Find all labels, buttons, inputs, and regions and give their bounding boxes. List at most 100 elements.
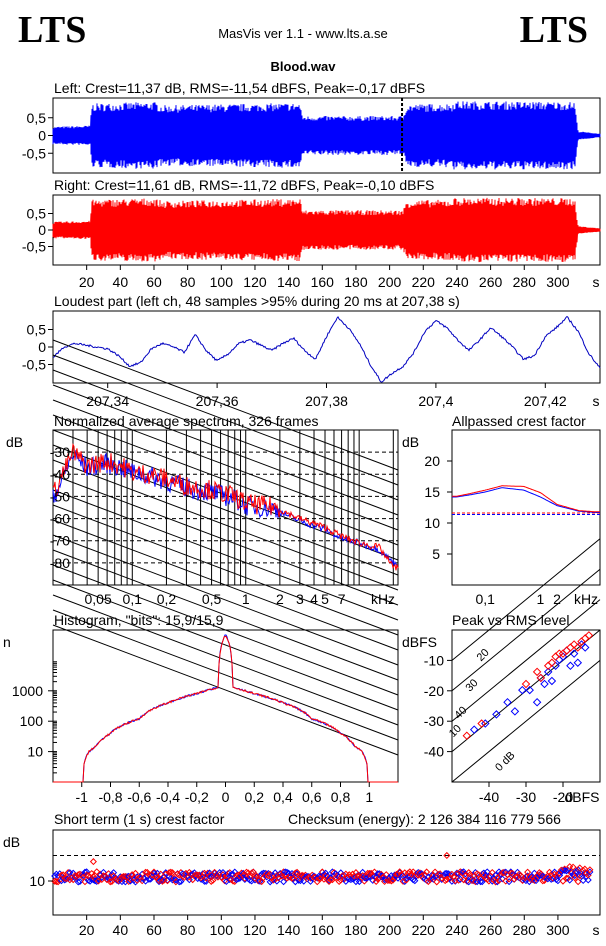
spectrum-ylabel: dB: [6, 434, 23, 450]
short-term-point: [566, 876, 574, 884]
short-term-point: [209, 876, 217, 884]
short-term-point: [133, 876, 141, 884]
peak-rms-right-point: [547, 658, 557, 667]
spectrum-xtick-label: 0,1: [123, 591, 143, 607]
time-axis-label: 300: [546, 274, 570, 290]
peak-rms-left-point: [547, 676, 557, 686]
short-term-point: [170, 876, 178, 884]
peak-rms-ylabel: dBFS: [402, 634, 437, 650]
loudest-xtick-label: 207,34: [86, 393, 129, 409]
peak-rms-left-point: [580, 643, 590, 652]
allpass-xtick-label: 0,1: [475, 591, 495, 607]
time-axis-label: 220: [412, 274, 436, 290]
spectrum-curve: [52, 443, 399, 571]
spectrum-xtick-label: 3: [296, 591, 304, 607]
allpass-xtick-label: 2: [553, 591, 561, 607]
short-term-point: [229, 877, 237, 885]
short-term-point: [229, 870, 237, 878]
peak-rms-crest-line: [451, 538, 601, 661]
time-axis-label: 160: [311, 274, 335, 290]
peak-rms-xunit: dBFS: [564, 789, 599, 805]
right-channel-waveform: [52, 197, 601, 263]
histogram-ytick-label: 10: [27, 744, 43, 760]
time-axis-label: 140: [277, 274, 301, 290]
short-term-point: [177, 877, 185, 886]
histogram-xtick-label: 0,6: [302, 789, 322, 805]
spectrum-xtick-label: 5: [321, 591, 329, 607]
loudest-ytick-label: 0,5: [27, 322, 47, 338]
left-channel-ytick-label: -0,5: [22, 145, 46, 161]
peak-rms-crest-line: [451, 599, 601, 722]
peak-rms-frame: [451, 629, 601, 783]
logo-right: LTS: [519, 9, 588, 51]
histogram-ylabel: n: [3, 634, 11, 650]
file-name: Blood.wav: [270, 59, 336, 74]
short-term-point: [402, 876, 410, 884]
spectrum-ytick-label: -50: [50, 488, 70, 504]
short-term-point: [502, 868, 510, 876]
short-term-point: [505, 875, 513, 883]
left-channel-ytick-label: 0,5: [27, 110, 47, 126]
histogram-xtick-label: 1: [365, 789, 373, 805]
spectrum-xtick-label: 2: [276, 591, 284, 607]
peak-rms-left-point: [566, 661, 575, 671]
short-term-point: [534, 871, 542, 879]
histogram-xtick-label: 0,2: [245, 789, 265, 805]
left-channel-waveform: [52, 101, 601, 170]
short-term-point: [483, 868, 491, 876]
time-axis-label: 280: [513, 274, 537, 290]
short-term-point: [372, 877, 380, 886]
short-term-point: [396, 868, 404, 876]
peak-rms-left-point: [518, 685, 527, 695]
short-term-point: [537, 870, 545, 878]
peak-rms-right-point: [532, 667, 542, 677]
spectrum-slope-line: [52, 519, 399, 651]
short-term-point: [168, 869, 177, 877]
short-term-xtick-label: 100: [210, 922, 234, 938]
allpass-curve: [452, 487, 600, 513]
allpass-title: Allpassed crest factor: [452, 413, 586, 429]
peak-rms-left-point: [562, 646, 571, 655]
loudest-xtick-label: 207,4: [418, 393, 453, 409]
short-term-point: [524, 868, 532, 876]
short-term-point: [545, 868, 554, 876]
short-term-xtick-label: 220: [412, 922, 436, 938]
short-term-point: [158, 876, 166, 884]
peak-rms-right-point: [566, 643, 575, 652]
spectrum-slope-line: [52, 354, 399, 486]
short-term-point: [293, 868, 301, 876]
histogram-title: Histogram, "bits": 15,9/15,9: [54, 612, 224, 628]
short-term-point: [93, 877, 101, 885]
short-term-point: [226, 876, 234, 884]
short-term-xtick-label: 280: [513, 922, 537, 938]
loudest-part-line: [52, 315, 601, 383]
spectrum-ytick-label: -30: [50, 444, 70, 460]
loudest-xtick-label: 207,36: [196, 393, 239, 409]
peak-rms-left-point: [525, 685, 534, 695]
peak-rms-right-point: [584, 631, 594, 640]
right-channel-ytick-label: 0: [38, 222, 46, 238]
histogram-xtick-label: -0,8: [98, 789, 122, 805]
histogram-xtick-label: -0,2: [185, 789, 209, 805]
spectrum-slope-line: [52, 414, 399, 546]
time-axis-label: 60: [146, 274, 162, 290]
histogram-curve: [53, 635, 398, 783]
histogram-xtick-label: 0,8: [331, 789, 351, 805]
short-term-point: [355, 878, 363, 886]
peak-rms-right-point: [477, 719, 486, 728]
short-term-point: [584, 871, 592, 879]
time-axis-label: 260: [479, 274, 503, 290]
spectrum-xtick-label: 0,05: [85, 591, 112, 607]
short-term-xtick-label: 80: [180, 922, 196, 938]
short-term-xtick-label: 140: [277, 922, 301, 938]
left-channel-ytick-label: 0: [38, 128, 46, 144]
histogram-curve: [53, 634, 398, 783]
short-term-point: [411, 877, 419, 885]
spectrum-slope-line: [52, 609, 399, 741]
short-term-point: [584, 876, 592, 884]
short-term-xtick-label: 60: [146, 922, 162, 938]
short-term-point: [76, 877, 84, 886]
short-term-point: [423, 868, 431, 876]
short-term-point: [470, 871, 478, 879]
spectrum-slope-line: [52, 369, 399, 501]
